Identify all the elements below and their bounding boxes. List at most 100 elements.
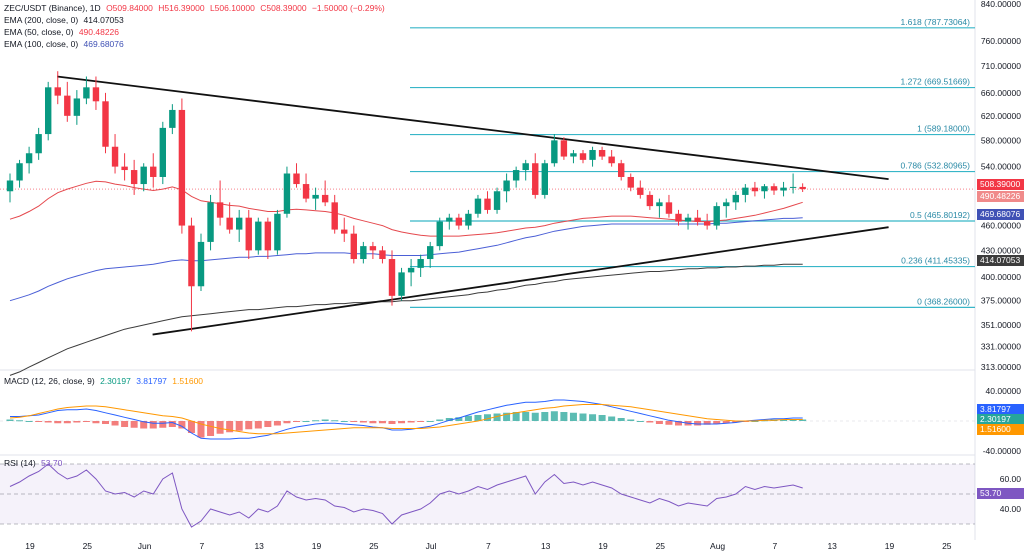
- candle-body: [694, 217, 701, 222]
- macd-histogram-bar: [541, 412, 549, 421]
- macd-legend[interactable]: MACD (12, 26, close, 9) 2.30197 3.81797 …: [4, 376, 206, 387]
- macd-histogram-bar: [589, 414, 597, 421]
- macd-histogram-bar: [16, 420, 24, 422]
- macd-signal-value: 1.51600: [172, 376, 204, 386]
- fib-level-label: 1 (589.18000): [917, 124, 970, 134]
- candle-body: [207, 202, 214, 242]
- time-tick-label: Jun: [138, 541, 152, 551]
- macd-histogram-bar: [436, 419, 444, 421]
- candle-body: [608, 156, 615, 164]
- macd-histogram-bar: [216, 421, 224, 434]
- rsi-value: 53.70: [41, 458, 63, 468]
- macd-histogram-bar: [359, 421, 367, 423]
- candle-body: [331, 202, 338, 230]
- macd-tick-label: 40.00000: [986, 386, 1022, 396]
- candle-body: [16, 163, 23, 181]
- macd-histogram-bar: [111, 421, 119, 426]
- time-tick-label: 13: [827, 541, 837, 551]
- candle-body: [312, 194, 319, 199]
- macd-histogram-bar: [44, 421, 52, 423]
- macd-histogram-bar: [63, 421, 71, 424]
- change-value: −1.50000 (−0.29%): [311, 3, 385, 13]
- macd-histogram-bar: [417, 421, 425, 422]
- macd-histogram-bar: [665, 421, 673, 425]
- price-tick-label: 375.00000: [981, 296, 1021, 306]
- macd-histogram-bar: [207, 421, 215, 436]
- candle-body: [360, 246, 367, 260]
- price-tick-label: 540.00000: [981, 162, 1021, 172]
- ema200-label: EMA (200, close, 0): [4, 15, 79, 25]
- candle-body: [150, 166, 157, 177]
- candle-body: [684, 217, 692, 222]
- candle-body: [236, 217, 243, 230]
- candle-body: [92, 87, 100, 102]
- candle-body: [111, 146, 119, 167]
- macd-histogram-bar: [627, 419, 635, 421]
- ema50-legend[interactable]: EMA (50, close, 0) 490.48226: [4, 27, 122, 38]
- macd-histogram-bar: [378, 421, 386, 424]
- macd-histogram-bar: [54, 421, 62, 424]
- macd-histogram-bar: [608, 416, 616, 421]
- price-tick-label: 331.00000: [981, 342, 1021, 352]
- candle-body: [703, 221, 711, 226]
- macd-line: [10, 399, 803, 440]
- candle-body: [761, 186, 768, 192]
- fib-level-label: 1.272 (669.51669): [901, 77, 971, 87]
- price-tick-label: 460.00000: [981, 221, 1021, 231]
- candle-body: [102, 101, 109, 147]
- macd-histogram-bar: [388, 421, 396, 424]
- macd-histogram-bar: [321, 419, 329, 421]
- macd-histogram-bar: [455, 417, 463, 421]
- candle-body: [121, 166, 128, 171]
- candle-body: [780, 187, 787, 191]
- candle-body: [579, 153, 587, 160]
- macd-histogram-bar: [703, 421, 711, 425]
- time-tick-label: 13: [254, 541, 264, 551]
- ema200-legend[interactable]: EMA (200, close, 0) 414.07053: [4, 15, 127, 26]
- macd-histogram-bar: [159, 421, 167, 428]
- candle-body: [83, 87, 90, 99]
- rsi-tick-label: 40.00: [1000, 504, 1022, 514]
- ema100-legend[interactable]: EMA (100, close, 0) 469.68076: [4, 39, 127, 50]
- candle-body: [25, 153, 33, 164]
- macd-histogram-bar: [293, 421, 300, 422]
- macd-histogram-bar: [102, 421, 109, 424]
- macd-histogram-bar: [522, 412, 530, 421]
- macd-histogram-bar: [302, 421, 310, 422]
- ema200-line: [9, 263, 803, 376]
- macd-histogram-bar: [789, 419, 797, 421]
- macd-histogram-bar: [369, 421, 377, 424]
- rsi-legend[interactable]: RSI (14) 53.70: [4, 458, 65, 469]
- candle-body: [570, 153, 577, 157]
- macd-tick-label: -40.00000: [983, 446, 1022, 456]
- low-value: L506.10000: [209, 3, 255, 13]
- candle-body: [551, 140, 558, 164]
- macd-histogram-bar: [73, 421, 81, 423]
- time-tick-label: 25: [942, 541, 952, 551]
- macd-histogram-bar: [713, 421, 721, 424]
- price-tick-label: 400.00000: [981, 272, 1021, 282]
- time-tick-label: 25: [369, 541, 379, 551]
- candle-body: [665, 202, 673, 214]
- macd-histogram-bar: [445, 418, 453, 421]
- macd-histogram-bar: [6, 419, 14, 421]
- macd-hist-pill: 2.30197: [977, 414, 1024, 425]
- candle-body: [446, 217, 453, 222]
- candle-body: [264, 221, 272, 251]
- candle-body: [73, 98, 81, 116]
- rsi-pill: 53.70: [977, 488, 1024, 499]
- macd-histogram-bar: [82, 421, 90, 422]
- ema50-pill: 490.48226: [977, 191, 1024, 202]
- macd-line-pill: 3.81797: [977, 404, 1024, 415]
- macd-histogram-bar: [636, 421, 644, 422]
- rsi-tick-label: 60.00: [1000, 474, 1022, 484]
- candle-body: [188, 225, 195, 287]
- price-tick-label: 840.00000: [981, 0, 1021, 9]
- candle-body: [54, 87, 61, 96]
- candle-body: [656, 202, 663, 207]
- candle-body: [302, 184, 310, 199]
- rsi-label: RSI (14): [4, 458, 36, 468]
- high-value: H516.39000: [158, 3, 205, 13]
- main-legend: ZEC/USDT (Binance), 1D O509.84000 H516.3…: [4, 3, 388, 14]
